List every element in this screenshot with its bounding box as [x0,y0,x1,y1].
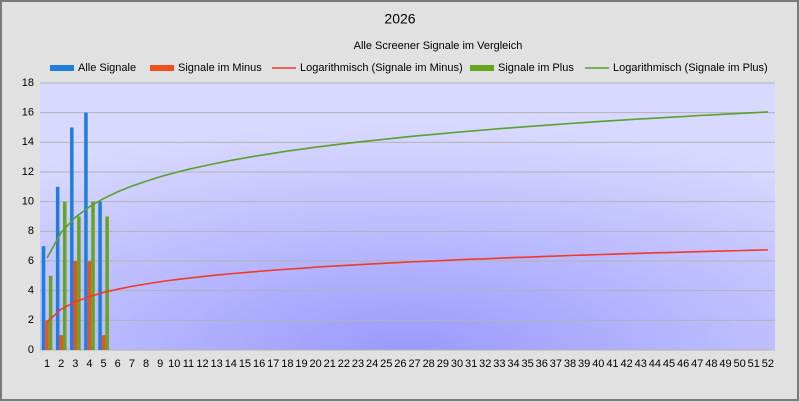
x-tick-label: 51 [748,358,760,370]
x-tick-label: 37 [550,358,562,370]
x-tick-label: 11 [183,358,194,370]
legend-swatch [150,65,174,71]
y-tick-label: 6 [28,255,34,267]
bar [101,335,106,350]
legend-swatch [50,65,74,71]
x-tick-label: 18 [281,358,293,370]
x-tick-label: 47 [691,358,703,370]
x-tick-label: 43 [635,358,647,370]
bar [55,186,60,350]
x-tick-label: 25 [380,358,392,370]
legend-label: Signale im Minus [178,62,262,74]
x-tick-label: 24 [366,358,378,370]
x-tick-label: 19 [295,358,307,370]
x-tick-label: 6 [115,358,121,370]
x-tick-label: 2 [58,358,64,370]
y-tick-label: 2 [28,314,34,326]
x-tick-label: 31 [465,358,477,370]
x-tick-label: 39 [578,358,590,370]
bar [105,216,109,350]
x-tick-label: 10 [168,358,180,370]
bar [70,127,74,350]
x-tick-label: 49 [719,358,731,370]
chart-subtitle: Alle Screener Signale im Vergleich [354,40,523,52]
x-tick-label: 14 [225,358,237,370]
x-tick-label: 17 [267,358,279,370]
bar [87,261,92,350]
y-tick-label: 8 [28,225,34,237]
x-tick-label: 28 [423,358,435,370]
y-tick-label: 14 [22,136,34,148]
x-tick-label: 48 [705,358,717,370]
x-tick-label: 23 [352,358,364,370]
x-tick-label: 33 [493,358,505,370]
x-tick-label: 38 [564,358,576,370]
y-tick-label: 12 [22,166,34,178]
bar [59,335,63,350]
bar [84,112,88,351]
chart-title: 2026 [384,11,415,27]
y-tick-label: 4 [28,285,34,297]
x-tick-label: 26 [394,358,406,370]
x-tick-label: 42 [620,358,632,370]
x-tick-label: 12 [196,358,208,370]
x-tick-label: 22 [338,358,350,370]
bar [77,216,81,350]
x-tick-label: 46 [677,358,689,370]
x-tick-label: 20 [310,358,322,370]
trend-line [46,249,768,323]
x-tick-label: 32 [479,358,491,370]
x-tick-label: 29 [437,358,449,370]
trend-line [46,111,768,259]
x-tick-label: 3 [72,358,78,370]
x-tick-label: 50 [734,358,746,370]
bar [73,261,78,350]
x-tick-label: 16 [253,358,265,370]
legend-label: Logarithmisch (Signale im Minus) [300,62,463,74]
bar [48,275,53,350]
x-tick-label: 40 [592,358,604,370]
x-tick-label: 21 [324,358,336,370]
x-tick-label: 45 [663,358,675,370]
y-tick-label: 16 [22,107,34,119]
x-tick-label: 27 [408,358,420,370]
x-tick-label: 34 [507,358,519,370]
x-tick-label: 9 [157,358,163,370]
x-tick-label: 15 [239,358,251,370]
y-tick-label: 0 [28,344,34,356]
bar [62,201,67,350]
x-tick-label: 7 [129,358,135,370]
x-tick-label: 13 [211,358,223,370]
x-tick-label: 4 [86,358,92,370]
legend-swatch [470,65,494,71]
legend-label: Signale im Plus [498,62,574,74]
x-tick-label: 41 [606,358,618,370]
bar [45,320,49,350]
bar [41,246,46,350]
legend-label: Logarithmisch (Signale im Plus) [613,62,768,74]
x-tick-label: 1 [44,358,50,370]
plot-area [40,83,775,350]
y-tick-label: 18 [22,77,34,89]
x-tick-label: 35 [522,358,534,370]
x-tick-label: 36 [536,358,548,370]
bar [98,201,102,350]
x-tick-label: 44 [649,358,661,370]
x-tick-label: 30 [451,358,463,370]
x-tick-label: 5 [101,358,107,370]
y-tick-label: 10 [22,196,34,208]
x-tick-label: 52 [762,358,774,370]
legend-label: Alle Signale [78,62,136,74]
bar [91,201,95,350]
x-tick-label: 8 [143,358,149,370]
